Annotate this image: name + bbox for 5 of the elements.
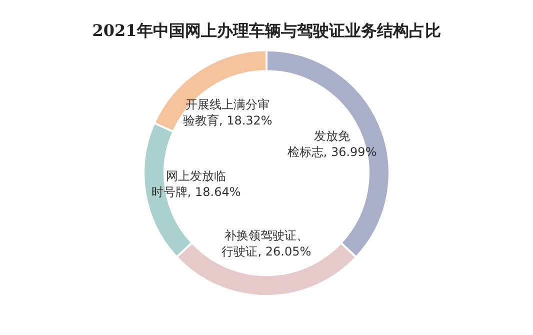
- slice-label: 补换领驾驶证、行驶证, 26.05%: [222, 228, 312, 259]
- slice-label: 网上发放临时号牌, 18.64%: [151, 169, 241, 200]
- chart-title: 2021年中国网上办理车辆与驾驶证业务结构占比: [92, 20, 441, 40]
- slice-label: 发放免检标志, 36.99%: [287, 128, 377, 159]
- slice-label: 开展线上满分审验教育, 18.32%: [182, 97, 272, 128]
